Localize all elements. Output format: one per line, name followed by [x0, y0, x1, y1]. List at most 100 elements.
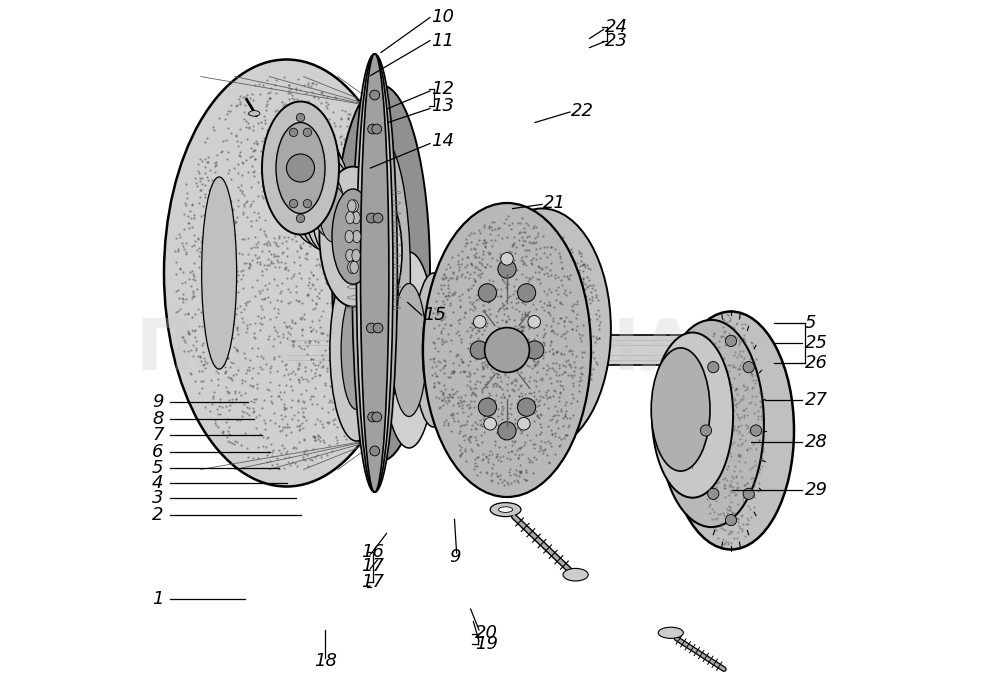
Point: [355, 342, 371, 353]
Point: [475, 363, 491, 374]
Point: [481, 223, 497, 234]
Point: [351, 118, 367, 130]
Point: [219, 154, 235, 165]
Point: [530, 365, 546, 376]
Point: [489, 290, 505, 302]
Point: [696, 389, 712, 400]
Point: [338, 150, 354, 161]
Point: [556, 315, 572, 326]
Point: [224, 374, 240, 385]
Point: [521, 360, 537, 372]
Point: [283, 84, 299, 95]
Point: [722, 485, 738, 496]
Point: [554, 262, 570, 274]
Point: [522, 345, 538, 356]
Point: [314, 258, 330, 270]
Point: [521, 279, 537, 290]
Point: [743, 473, 759, 484]
Point: [263, 360, 279, 372]
Point: [526, 386, 542, 398]
Point: [312, 436, 328, 447]
Point: [507, 248, 523, 259]
Point: [346, 316, 362, 327]
Point: [559, 409, 575, 420]
Point: [430, 377, 446, 388]
Point: [292, 424, 308, 435]
Point: [335, 328, 351, 339]
Point: [305, 78, 321, 89]
Point: [171, 229, 187, 240]
Point: [518, 466, 534, 477]
Point: [526, 374, 542, 386]
Point: [510, 389, 526, 400]
Point: [515, 245, 531, 256]
Point: [236, 106, 252, 118]
Point: [511, 449, 527, 461]
Point: [318, 275, 334, 286]
Point: [269, 365, 285, 377]
Point: [512, 344, 528, 355]
Point: [434, 338, 450, 349]
Point: [746, 407, 762, 419]
Point: [246, 393, 262, 405]
Point: [286, 98, 302, 109]
Point: [313, 219, 329, 230]
Point: [724, 470, 740, 482]
Point: [571, 328, 587, 339]
Point: [305, 269, 321, 280]
Point: [233, 179, 249, 190]
Point: [290, 363, 306, 374]
Point: [341, 371, 357, 382]
Point: [255, 353, 271, 364]
Point: [332, 329, 348, 340]
Point: [360, 385, 376, 396]
Point: [337, 136, 353, 148]
Point: [502, 242, 518, 253]
Point: [753, 396, 769, 407]
Point: [476, 234, 492, 246]
Point: [691, 419, 707, 430]
Point: [334, 245, 350, 256]
Point: [706, 479, 722, 490]
Point: [218, 416, 234, 428]
Ellipse shape: [368, 298, 394, 402]
Point: [543, 326, 559, 337]
Point: [493, 361, 509, 372]
Point: [508, 285, 524, 296]
Point: [290, 394, 306, 405]
Point: [718, 535, 734, 546]
Point: [318, 155, 334, 167]
Point: [377, 283, 393, 294]
Point: [467, 422, 483, 433]
Point: [542, 372, 558, 384]
Point: [535, 391, 551, 402]
Point: [752, 463, 768, 475]
Point: [188, 336, 204, 347]
Point: [728, 489, 744, 500]
Point: [216, 240, 232, 251]
Point: [364, 172, 380, 183]
Point: [300, 288, 316, 300]
Point: [528, 393, 544, 405]
Point: [726, 330, 742, 342]
Point: [436, 354, 452, 365]
Point: [730, 516, 746, 527]
Point: [287, 124, 303, 135]
Point: [537, 353, 553, 364]
Point: [379, 326, 395, 337]
Point: [712, 363, 728, 374]
Point: [344, 129, 360, 140]
Point: [200, 156, 216, 167]
Point: [192, 350, 208, 361]
Point: [537, 333, 553, 344]
Point: [574, 279, 590, 290]
Point: [306, 207, 322, 218]
Point: [746, 491, 762, 503]
Point: [366, 320, 382, 331]
Point: [464, 317, 480, 328]
Point: [261, 246, 277, 257]
Point: [175, 266, 191, 277]
Point: [517, 236, 533, 247]
Point: [534, 400, 550, 411]
Point: [302, 216, 318, 227]
